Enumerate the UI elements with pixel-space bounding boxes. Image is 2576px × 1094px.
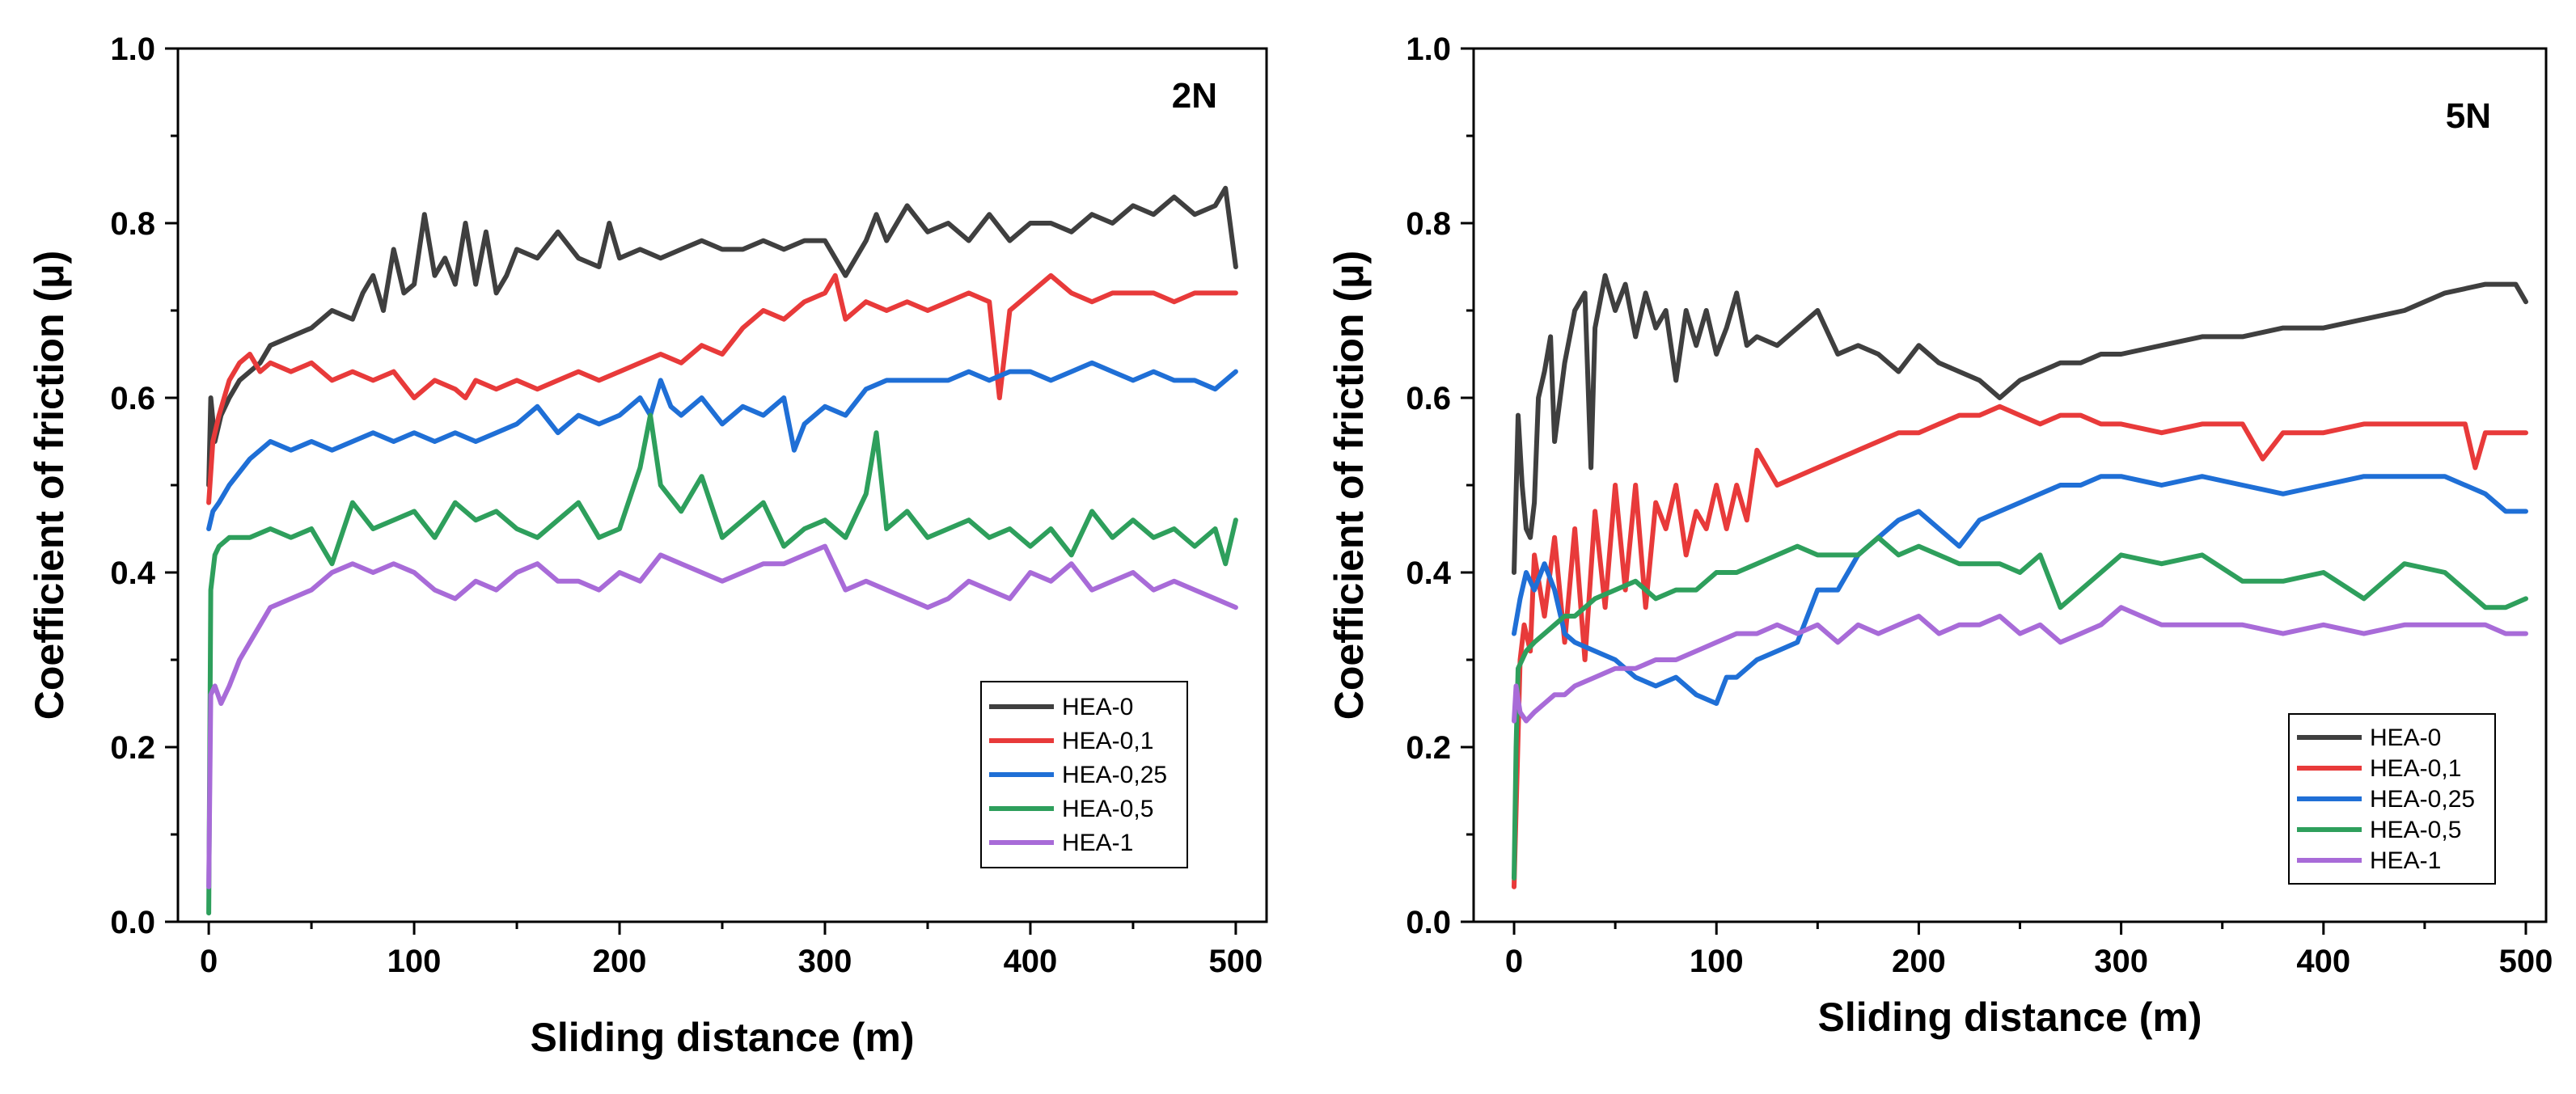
- series-line-hea-0: [206, 185, 1238, 488]
- y-tick-label: 1.0: [1406, 32, 1451, 67]
- x-tick-label: 500: [2499, 944, 2553, 979]
- series-line-hea-0-25: [206, 360, 1238, 531]
- y-tick-label: 0.6: [110, 381, 155, 416]
- x-tick-label: 0: [1505, 944, 1523, 979]
- legend-label: HEA-0,5: [1062, 796, 1153, 822]
- y-tick-label: 0.0: [1406, 905, 1451, 940]
- y-tick-label: 0.0: [110, 905, 155, 940]
- legend-label: HEA-1: [1062, 830, 1133, 856]
- panel-label-5n: 5N: [2446, 96, 2491, 136]
- legend-label: HEA-0,25: [1062, 762, 1167, 788]
- y-tick-label: 0.8: [110, 206, 155, 242]
- series-line-hea-0-5: [206, 412, 1238, 916]
- legend-label: HEA-0,5: [2370, 817, 2461, 843]
- y-tick-label: 0.4: [1406, 555, 1451, 591]
- y-tick-label: 0.6: [1406, 381, 1451, 416]
- x-axis-title: Sliding distance (m): [530, 1015, 914, 1060]
- x-tick-label: 300: [798, 944, 852, 979]
- legend-label: HEA-0,1: [1062, 728, 1153, 754]
- legend: HEA-0 HEA-0,1 HEA-0,25 HEA-0,5 HEA-1: [980, 681, 1188, 868]
- series-line-hea-0-1: [1512, 403, 2528, 889]
- legend-label: HEA-0,1: [2370, 755, 2461, 782]
- x-tick-label: 100: [1690, 944, 1744, 979]
- legend-label: HEA-0,25: [2370, 786, 2475, 813]
- x-tick-label: 200: [1892, 944, 1946, 979]
- y-tick-label: 1.0: [110, 32, 155, 67]
- legend-label: HEA-1: [2370, 847, 2441, 874]
- legend: HEA-0 HEA-0,1 HEA-0,25 HEA-0,5 HEA-1: [2288, 713, 2496, 885]
- series-lines: [206, 185, 1238, 916]
- series-line-hea-0: [1512, 272, 2528, 575]
- x-tick-label: 300: [2094, 944, 2148, 979]
- legend-box: [2288, 713, 2496, 885]
- series-line-hea-1: [206, 543, 1238, 889]
- series-lines: [1512, 272, 2528, 889]
- x-tick-label: 400: [1004, 944, 1058, 979]
- chart-panel-2n: 0 100 200 300 400 500 0.0 0.2 0.4 0.6 0.8 1.0 2N Sl…: [27, 32, 1268, 1060]
- x-axis-title: Sliding distance (m): [1817, 995, 2202, 1040]
- x-tick-label: 0: [200, 944, 218, 979]
- axis-ticks: 0 100 200 300 400 500 0.0 0.2 0.4 0.6 0.8 1.0: [110, 32, 1263, 979]
- x-tick-label: 400: [2296, 944, 2350, 979]
- series-line-hea-0-5: [1512, 534, 2528, 881]
- panel-label-2n: 2N: [1172, 76, 1217, 116]
- x-tick-label: 200: [593, 944, 647, 979]
- chart-panel-5n: 0 100 200 300 400 500 0.0 0.2 0.4 0.6 0.8 1.0 5N Sl…: [1326, 32, 2553, 1040]
- x-tick-label: 100: [387, 944, 442, 979]
- y-tick-label: 0.4: [110, 555, 155, 591]
- y-axis-title: Coefficient of friction (μ): [27, 251, 72, 720]
- axis-ticks: 0 100 200 300 400 500 0.0 0.2 0.4 0.6 0.8 1.0: [1406, 32, 2553, 979]
- legend-label: HEA-0: [1062, 694, 1133, 720]
- y-tick-label: 0.2: [1406, 730, 1451, 766]
- y-tick-label: 0.2: [110, 730, 155, 766]
- series-line-hea-0-1: [206, 272, 1238, 505]
- x-tick-label: 500: [1209, 944, 1263, 979]
- y-axis-title: Coefficient of friction (μ): [1326, 251, 1372, 720]
- y-tick-label: 0.8: [1406, 206, 1451, 242]
- series-line-hea-1: [1512, 605, 2528, 724]
- legend-label: HEA-0: [2370, 724, 2441, 751]
